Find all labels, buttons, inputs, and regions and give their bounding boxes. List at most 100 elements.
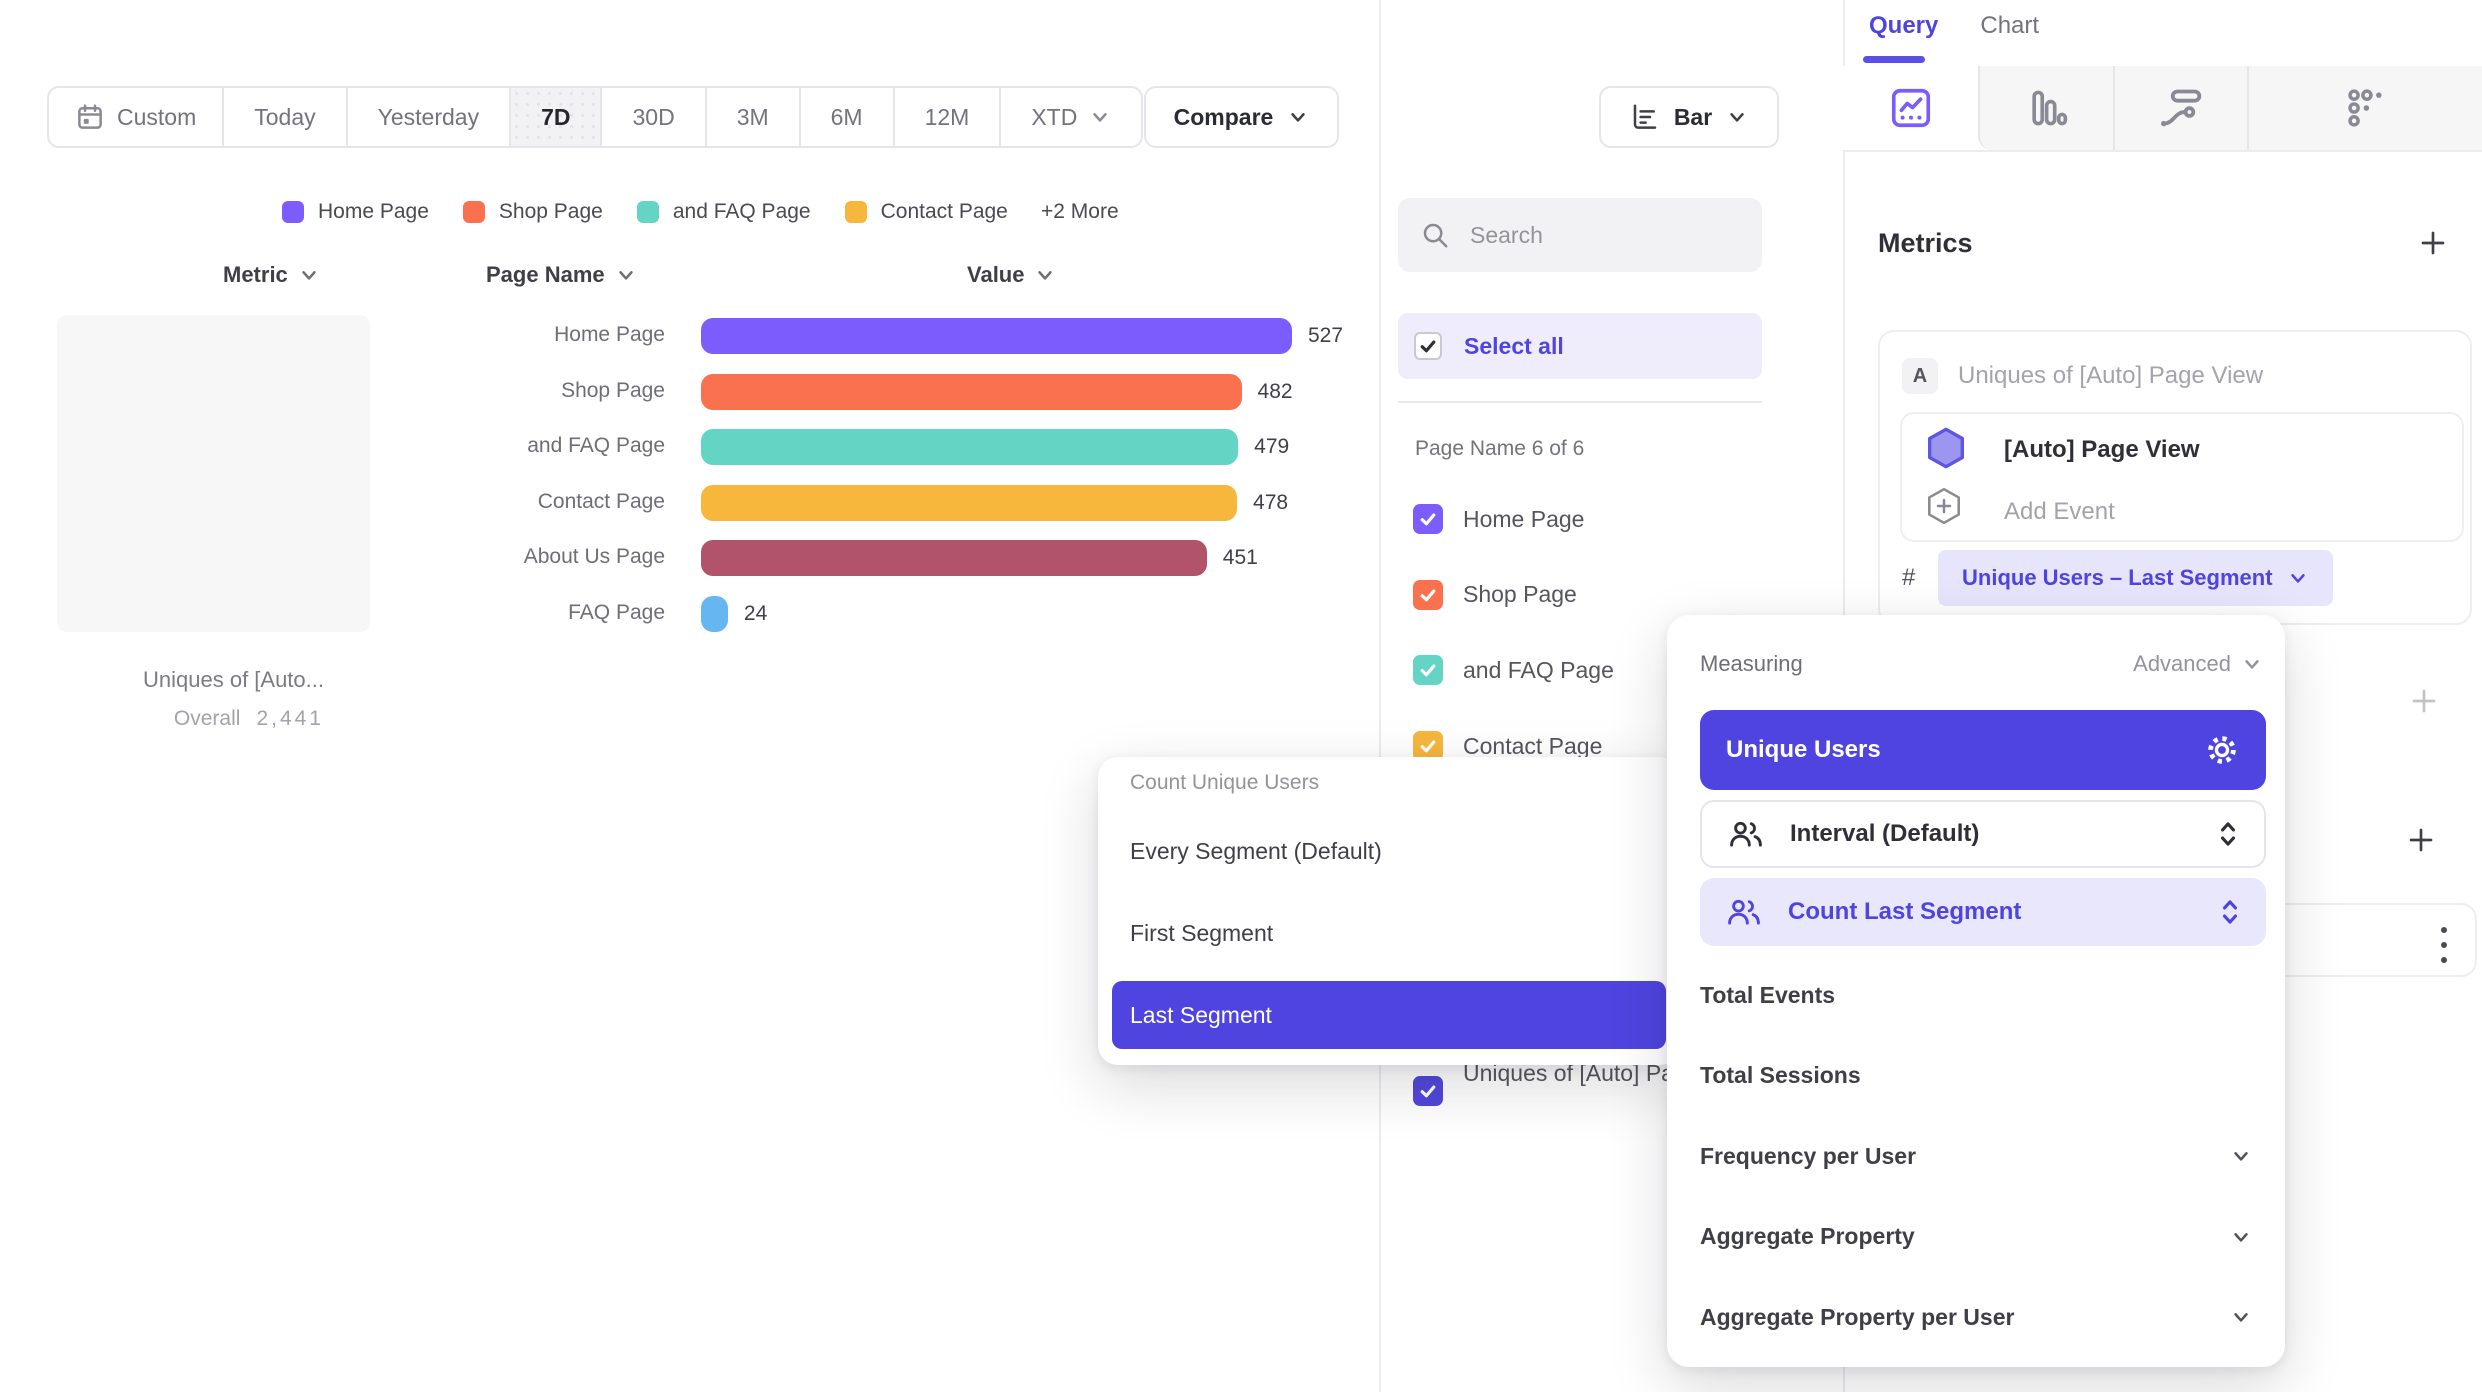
advanced-toggle[interactable]: Advanced (2133, 651, 2263, 677)
insights-icon (1888, 85, 1934, 131)
legend-more[interactable]: +2 More (1041, 200, 1119, 223)
legend-item[interactable]: Shop Page (462, 198, 603, 226)
bar-segment[interactable] (701, 596, 728, 632)
chevron-down-icon (1287, 106, 1309, 128)
filter-checkbox[interactable] (1413, 655, 1443, 686)
kebab-menu-icon[interactable] (2441, 927, 2447, 963)
date-range-xtd[interactable]: XTD (999, 88, 1141, 146)
select-all-row[interactable]: Select all (1398, 313, 1762, 379)
bar-segment[interactable] (701, 540, 1207, 577)
filter-checkbox[interactable] (1413, 731, 1443, 762)
measuring-stepper-count-last-segment[interactable]: Count Last Segment (1700, 878, 2266, 946)
chart-type-button[interactable]: Bar (1599, 86, 1779, 148)
bar-segment[interactable] (701, 318, 1292, 354)
tab-query[interactable]: Query (1869, 12, 1939, 39)
calendar-icon (75, 102, 105, 132)
add-event-label[interactable]: Add Event (2004, 498, 2115, 525)
flows-icon (2157, 86, 2205, 130)
legend-swatch (462, 201, 485, 223)
measuring-option-aggregate-property-per-user[interactable]: Aggregate Property per User (1700, 1287, 2252, 1347)
column-header-value[interactable]: Value (967, 262, 1056, 288)
date-range-7d[interactable]: 7D (509, 88, 601, 146)
event-label[interactable]: [Auto] Page View (2004, 436, 2200, 463)
date-range-30d[interactable]: 30D (600, 88, 704, 146)
select-all-checkbox[interactable] (1414, 332, 1442, 360)
bar-category-label: and FAQ Page (527, 434, 665, 458)
metric-overall: Overall 2,441 (173, 707, 324, 730)
bar-value: 478 (1253, 490, 1289, 514)
stepper-icon (2220, 897, 2240, 927)
measuring-option-frequency-per-user[interactable]: Frequency per User (1700, 1126, 2252, 1186)
metric-definition-card[interactable]: A Uniques of [Auto] Page View [Auto] Pag… (1878, 330, 2472, 625)
count-unique-users-popup: Count Unique Users Every Segment (Defaul… (1098, 757, 1680, 1065)
search-icon (1420, 220, 1450, 250)
legend-item[interactable]: Contact Page (844, 198, 1008, 226)
chevron-down-icon (615, 264, 637, 286)
measuring-header-row: Measuring Advanced (1700, 651, 2263, 677)
metric-item-checkbox[interactable] (1413, 1076, 1443, 1106)
date-range-6m[interactable]: 6M (798, 88, 893, 146)
date-range-12m[interactable]: 12M (892, 88, 1000, 146)
bar-value: 482 (1257, 379, 1293, 403)
filter-item-home-page[interactable]: Home Page (1413, 504, 1584, 534)
chevron-down-icon (2230, 1306, 2252, 1328)
stepper-icon (2218, 819, 2238, 849)
chevron-down-icon (1089, 106, 1111, 128)
bar-value: 527 (1308, 324, 1344, 347)
filter-checkbox[interactable] (1413, 504, 1443, 534)
measuring-option-aggregate-property[interactable]: Aggregate Property (1700, 1207, 2252, 1267)
chevron-down-icon (2241, 653, 2263, 675)
chevron-down-icon (2230, 1226, 2252, 1248)
column-header-page-name[interactable]: Page Name (486, 262, 637, 288)
date-range-yesterday[interactable]: Yesterday (345, 88, 509, 146)
aggregation-hash: # (1902, 564, 1916, 591)
filter-item-and-faq-page[interactable]: and FAQ Page (1413, 655, 1614, 686)
measuring-stepper-interval-default-[interactable]: Interval (Default) (1700, 800, 2266, 868)
filter-item-shop-page[interactable]: Shop Page (1413, 579, 1577, 610)
segment-option-first-segment[interactable]: First Segment (1130, 919, 1274, 946)
measuring-option-total-events[interactable]: Total Events (1700, 981, 1836, 1008)
tab-chart[interactable]: Chart (1980, 12, 2040, 39)
add-breakdown-button[interactable] (2405, 824, 2437, 856)
column-header-metric[interactable]: Metric (223, 262, 320, 288)
chart-type-tab-retention[interactable] (2247, 66, 2482, 150)
metrics-heading: Metrics (1878, 228, 1973, 258)
search-input[interactable]: Search (1398, 198, 1762, 272)
legend-item[interactable]: Home Page (282, 198, 429, 226)
filter-group-label: Page Name 6 of 6 (1415, 437, 1585, 460)
compare-button[interactable]: Compare (1144, 86, 1339, 148)
date-range-custom[interactable]: Custom (49, 88, 222, 146)
measuring-option-total-sessions[interactable]: Total Sessions (1700, 1062, 1861, 1088)
chart-type-tab-insights[interactable] (1843, 66, 1978, 150)
add-filter-button[interactable] (2408, 685, 2440, 717)
filter-item-contact-page[interactable]: Contact Page (1413, 731, 1602, 762)
filter-divider (1398, 401, 1762, 403)
add-metric-button[interactable] (2417, 227, 2449, 259)
metric-summary-card[interactable]: Uniques of [Auto... Overall 2,441 (57, 315, 370, 730)
bar-segment[interactable] (701, 373, 1242, 410)
chevron-down-icon (1034, 264, 1056, 286)
segment-option-every-segment-default-[interactable]: Every Segment (Default) (1130, 837, 1382, 864)
date-range-3m[interactable]: 3M (704, 88, 799, 146)
bar-category-label: About Us Page (523, 545, 665, 569)
aggregation-pill[interactable]: Unique Users – Last Segment (1938, 550, 2333, 606)
chart-type-tabs (1843, 66, 2482, 152)
sidebar-tabs: Query Chart (1843, 0, 2482, 52)
chevron-down-icon (298, 264, 320, 286)
legend-item[interactable]: and FAQ Page (636, 198, 811, 226)
gear-icon[interactable] (2204, 732, 2240, 768)
bar-segment[interactable] (701, 484, 1238, 521)
bar-value: 451 (1222, 546, 1258, 570)
segment-option-last-segment[interactable]: Last Segment (1112, 981, 1666, 1049)
chart-type-tab-flows[interactable] (2113, 66, 2247, 150)
measuring-selected-option[interactable]: Unique Users (1700, 710, 2266, 790)
chart-type-tab-funnels[interactable] (1978, 66, 2113, 150)
funnels-icon (2025, 86, 2069, 130)
bar-segment[interactable] (701, 429, 1239, 466)
bar-category-label: Shop Page (561, 378, 665, 402)
bar-category-label: Contact Page (537, 489, 665, 513)
date-range-today[interactable]: Today (222, 88, 345, 146)
filter-checkbox[interactable] (1413, 579, 1443, 610)
chart-panel-divider (1379, 0, 1381, 1392)
